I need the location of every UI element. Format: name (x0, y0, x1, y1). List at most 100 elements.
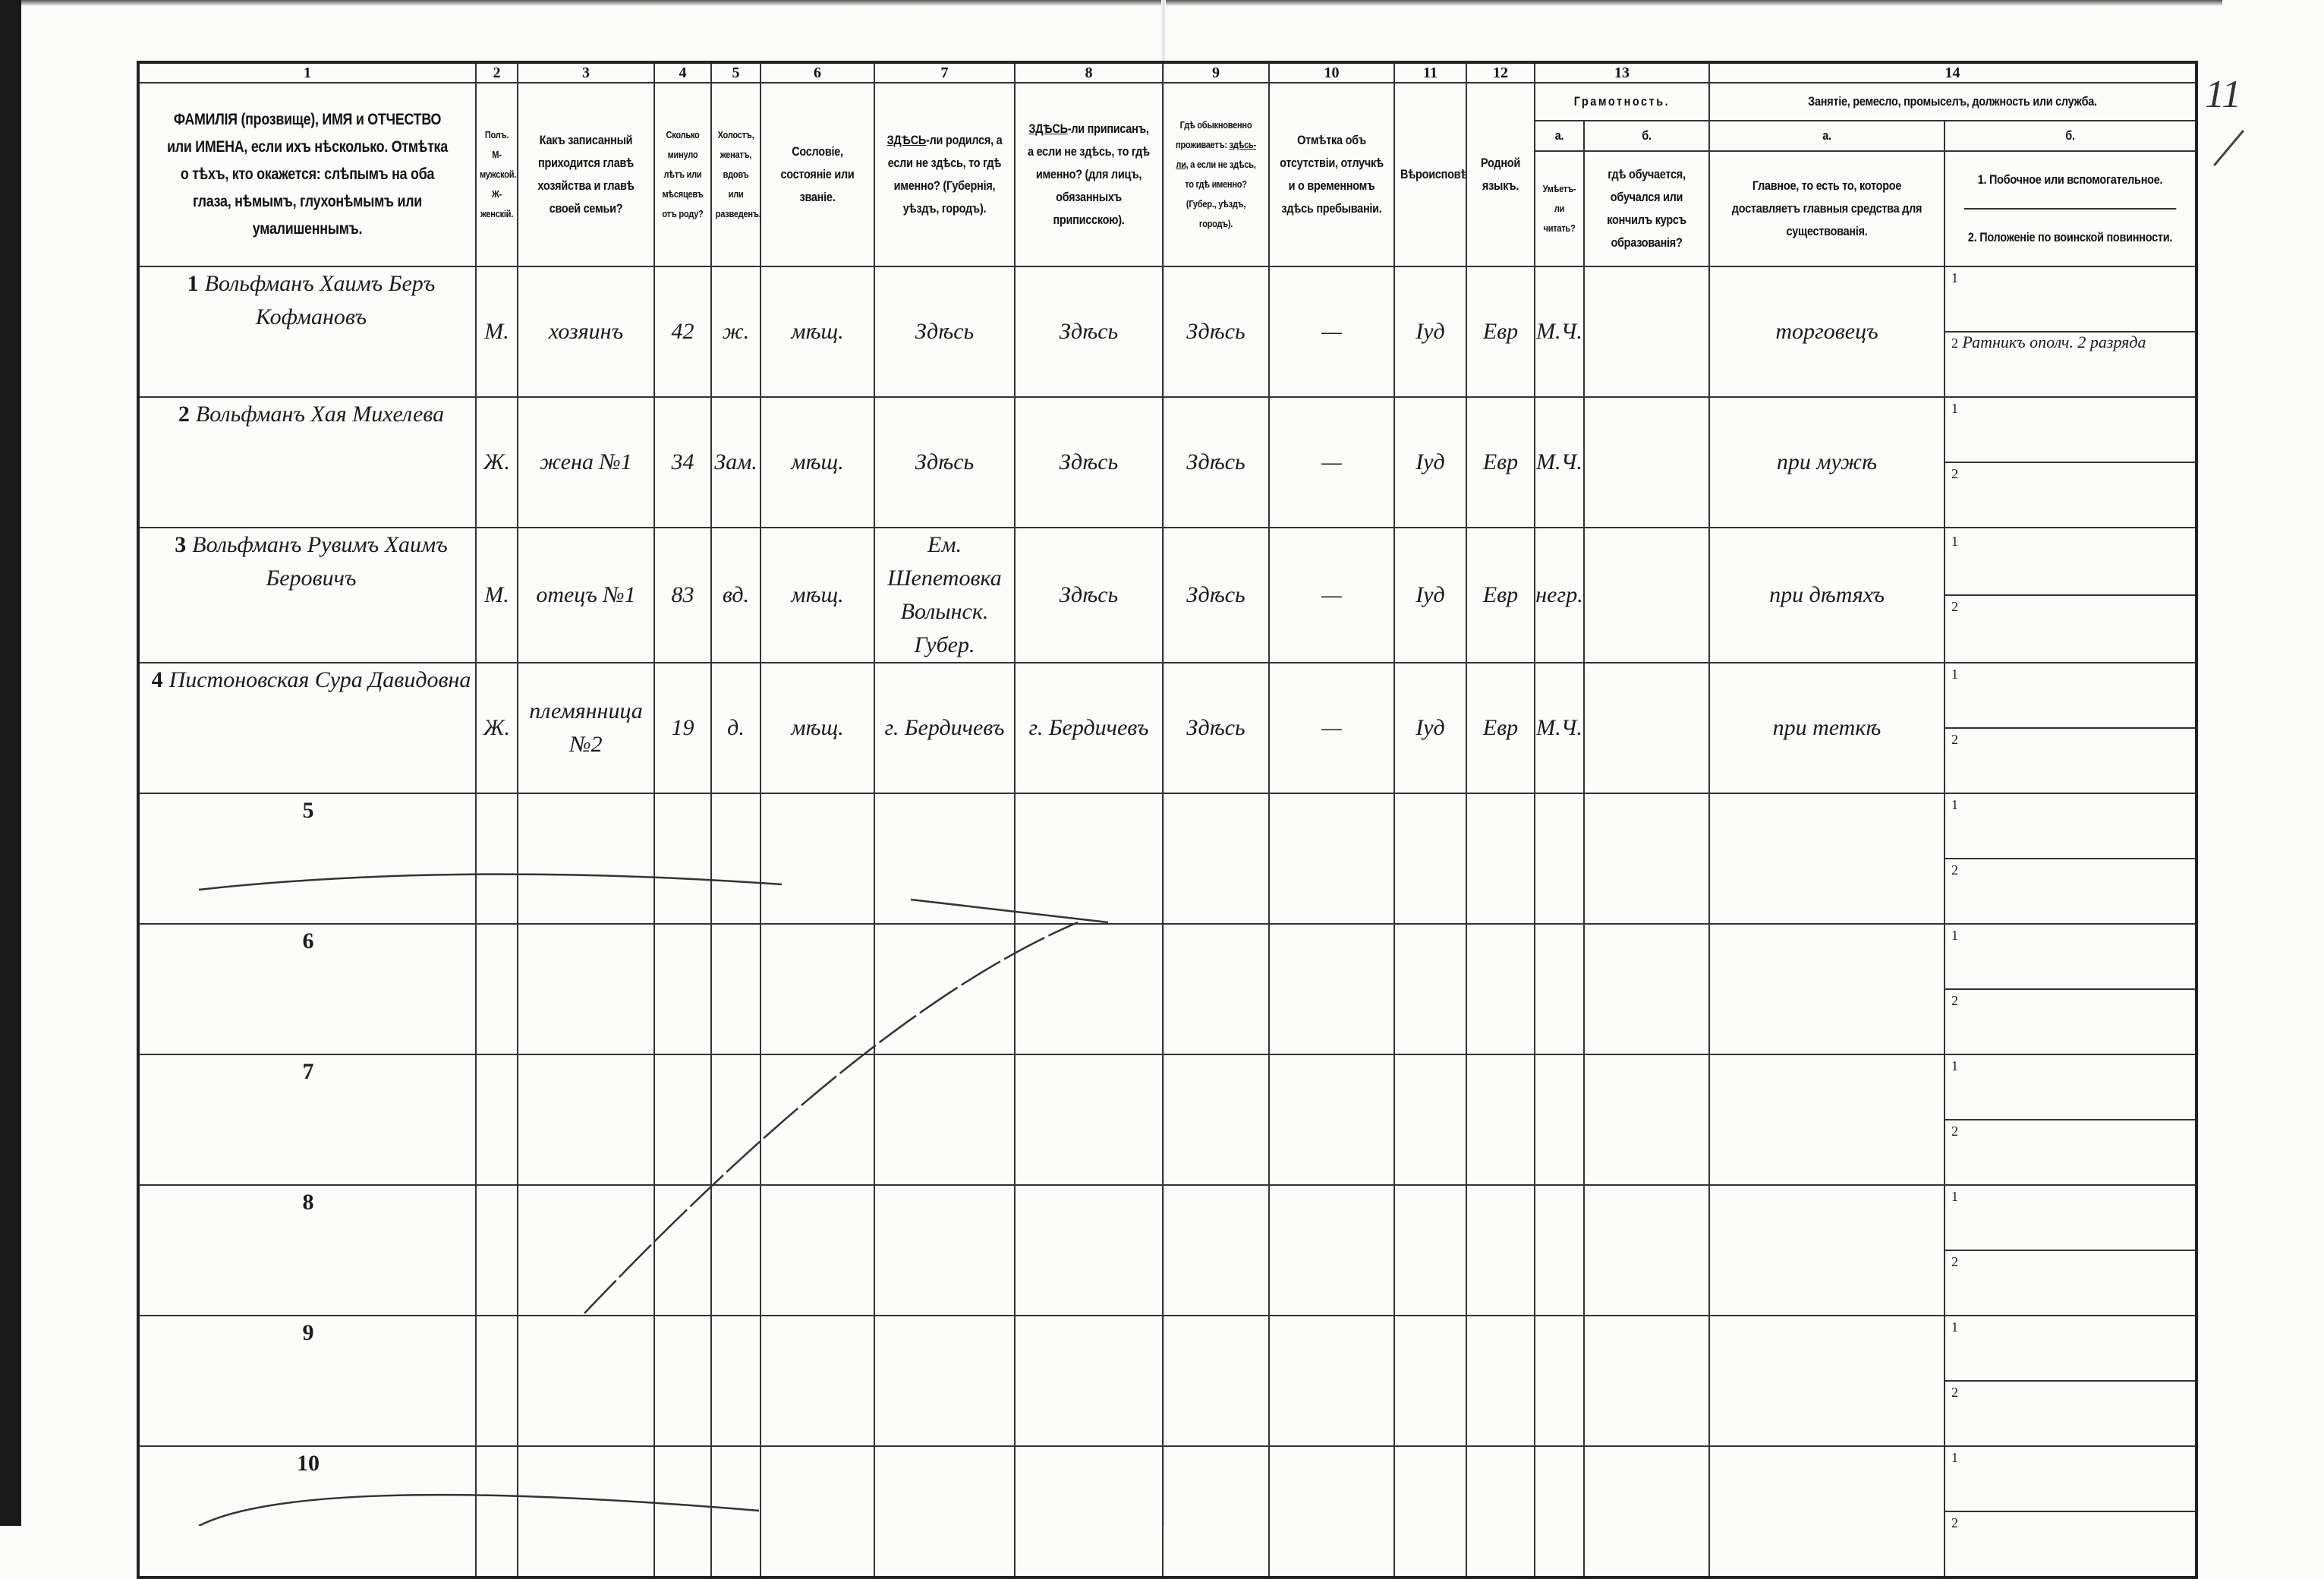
header-marital: Холостъ, женатъ, вдовъ или разведенъ. (715, 129, 760, 219)
cell-sex: Ж. (475, 662, 518, 794)
cell-name: 5 (137, 793, 477, 925)
cell-absence (1268, 1054, 1395, 1186)
person-name: Вольфманъ Хаимъ Беръ Кофмановъ (204, 271, 436, 329)
cell-relation (517, 1315, 655, 1447)
cell-birthplace (874, 1054, 1016, 1186)
table-row: 9 1 2 (137, 1315, 2197, 1447)
header-can-read: Умѣетъ-ли читать? (1542, 183, 1576, 234)
col-number: 6 (760, 61, 875, 84)
cell-age (653, 1445, 712, 1578)
cell-occupation (1708, 1315, 1945, 1447)
table-row: 3 Вольфманъ Рувимъ Хаимъ Беровичъ М. отецъ … (137, 527, 2197, 663)
col-number: 10 (1268, 61, 1395, 84)
table-row: 4 Пистоновская Сура Давидовна Ж. племянница… (137, 662, 2197, 794)
cell-birthplace (874, 923, 1016, 1055)
cell-name: 8 (137, 1184, 477, 1316)
header-birthplace: ЗДѢСЬ-ли родился, а если не здѣсь, то гд… (886, 133, 1003, 216)
cell-language: Евр (1466, 527, 1535, 663)
person-name: Вольфманъ Рувимъ Хаимъ Беровичъ (192, 532, 448, 591)
cell-sex: Ж. (475, 396, 518, 528)
census-form-table: 1 2 3 4 5 6 7 8 9 10 11 12 13 14 ФАМИЛІЯ… (137, 61, 2198, 1579)
cell-absence: — (1268, 266, 1395, 398)
cell-marital-status: д. (710, 662, 761, 794)
cell-registered: Здѣсь (1014, 266, 1164, 398)
scan-edge (0, 0, 21, 1526)
cell-occupation (1708, 1054, 1945, 1186)
cell-absence (1268, 1445, 1395, 1578)
cell-side-occupation: 1 2 (1944, 1315, 2197, 1447)
cell-marital-status: ж. (710, 266, 761, 398)
cell-absence: — (1268, 396, 1395, 528)
col-number: 2 (475, 61, 518, 84)
cell-sex (475, 1445, 518, 1578)
cell-name: 7 (137, 1054, 477, 1186)
cell-age (653, 793, 712, 925)
cell-residence (1162, 793, 1270, 925)
cell-side-occupation: 1 2 (1944, 793, 2197, 925)
cell-relation: отецъ №1 (517, 527, 655, 663)
cell-sex (475, 923, 518, 1055)
cell-registered (1014, 1184, 1164, 1316)
cell-birthplace (874, 1445, 1016, 1578)
header-literacy-b: б. (1642, 128, 1652, 143)
cell-occupation (1708, 1184, 1945, 1316)
cell-absence (1268, 793, 1395, 925)
cell-occupation (1708, 923, 1945, 1055)
col-number: 8 (1014, 61, 1164, 84)
cell-side-occupation: 1 2 (1944, 1445, 2197, 1578)
cell-age (653, 1054, 712, 1186)
military-status: Ратникъ ополч. 2 разряда (1962, 333, 2146, 351)
cell-birthplace: Ем. Шепетовка Волынск. Губер. (874, 527, 1016, 663)
cell-religion: Іуд (1393, 527, 1467, 663)
cell-literacy (1534, 793, 1585, 925)
cell-side-occupation: 1 2 (1944, 1054, 2197, 1186)
cell-marital-status: вд. (710, 527, 761, 663)
cell-religion: Іуд (1393, 396, 1467, 528)
cell-language (1466, 793, 1535, 925)
cell-sex (475, 1054, 518, 1186)
cell-age: 34 (653, 396, 712, 528)
cell-education (1583, 396, 1710, 528)
cell-birthplace (874, 793, 1016, 925)
cell-estate: мѣщ. (760, 266, 875, 398)
cell-literacy: М.Ч. (1534, 662, 1585, 794)
header-registered: ЗДѢСЬ-ли приписанъ, а если не здѣсь, то … (1028, 121, 1150, 227)
cell-birthplace: Здѣсь (874, 266, 1016, 398)
person-name: Пистоновская Сура Давидовна (168, 667, 471, 692)
row-number: 10 (297, 1451, 320, 1476)
cell-education (1583, 1054, 1710, 1186)
cell-education (1583, 923, 1710, 1055)
cell-education (1583, 662, 1710, 794)
header-main-occupation: Главное, то есть то, которое доставляетъ… (1731, 178, 1922, 238)
cell-registered: г. Бердичевъ (1014, 662, 1164, 794)
person-name: Вольфманъ Хая Михелева (195, 402, 445, 427)
cell-language (1466, 923, 1535, 1055)
col-number: 4 (653, 61, 712, 84)
cell-registered (1014, 793, 1164, 925)
cell-religion (1393, 923, 1467, 1055)
cell-absence (1268, 1315, 1395, 1447)
cell-literacy (1534, 1054, 1585, 1186)
row-number: 4 (151, 667, 163, 692)
header-military: 2. Положеніе по воинской повинности. (1967, 230, 2173, 244)
cell-registered (1014, 1445, 1164, 1578)
cell-occupation: при мужѣ (1708, 396, 1945, 528)
cell-age: 19 (653, 662, 712, 794)
cell-occupation (1708, 1445, 1945, 1578)
cell-relation (517, 793, 655, 925)
cell-estate (760, 1315, 875, 1447)
cell-name: 3 Вольфманъ Рувимъ Хаимъ Беровичъ (137, 527, 477, 663)
cell-literacy (1534, 1315, 1585, 1447)
cell-registered (1014, 923, 1164, 1055)
cell-religion (1393, 1315, 1467, 1447)
table-row: 5 1 2 (137, 793, 2197, 925)
cell-estate (760, 1054, 875, 1186)
cell-literacy: М.Ч. (1534, 266, 1585, 398)
cell-name: 2 Вольфманъ Хая Михелева (137, 396, 477, 528)
cell-residence (1162, 1184, 1270, 1316)
cell-name: 4 Пистоновская Сура Давидовна (137, 662, 477, 794)
col-number: 1 (137, 61, 477, 84)
cell-education (1583, 527, 1710, 663)
cell-residence: Здѣсь (1162, 266, 1270, 398)
header-age: Сколько минуло лѣтъ или мѣсяцевъ отъ род… (662, 129, 704, 219)
